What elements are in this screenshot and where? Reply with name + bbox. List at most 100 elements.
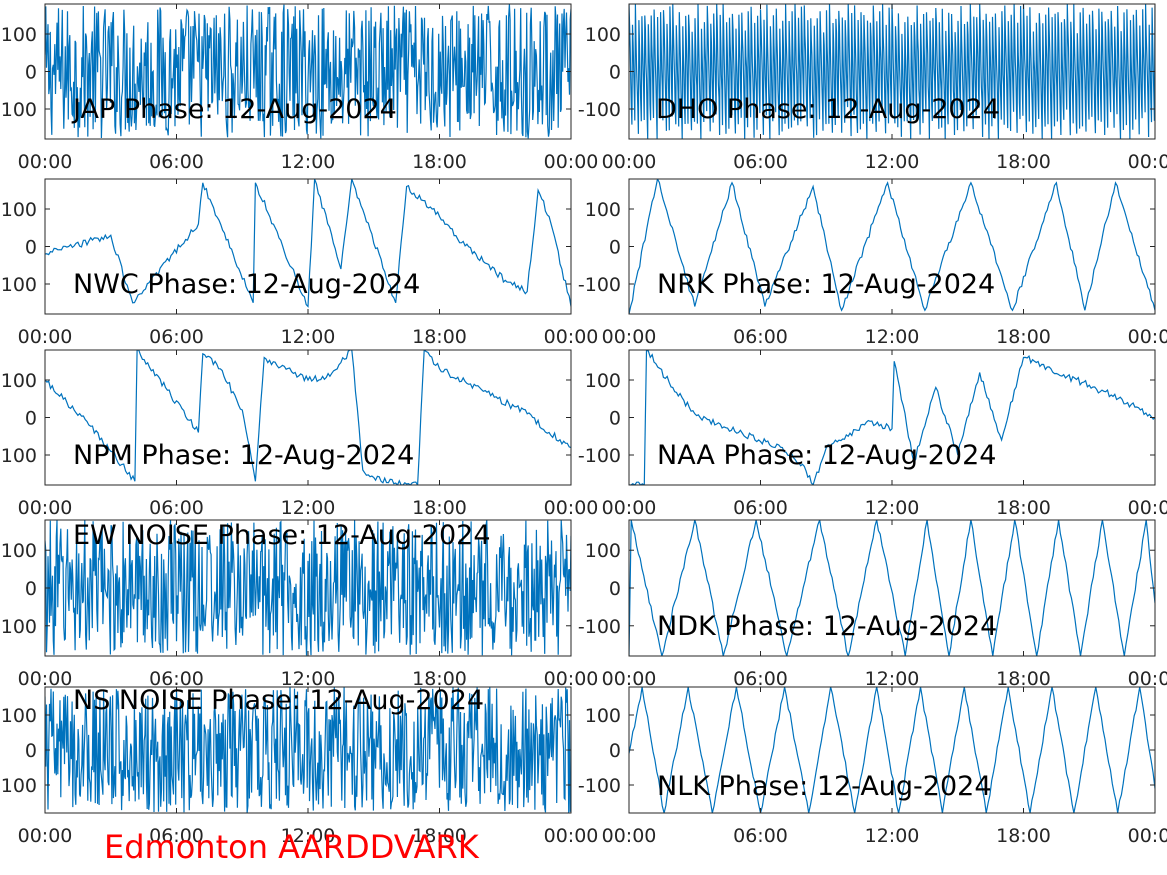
x-tick-label: 00:00 <box>18 151 73 173</box>
panel-title: NPM Phase: 12-Aug-2024 <box>73 440 414 471</box>
x-tick-label: 18:00 <box>412 151 467 173</box>
x-tick-label: 06:00 <box>733 151 788 173</box>
y-tick-label: -100 <box>578 616 621 638</box>
panel-title: NWC Phase: 12-Aug-2024 <box>73 269 420 300</box>
phase-trace <box>45 350 571 485</box>
panel-1: 100 0 -100 00:00 06:00 12:00 18:00 00:00 DHO Pha… <box>578 3 1167 173</box>
x-tick-label: 12:00 <box>281 151 336 173</box>
panel-4: 100 0 -100 00:00 06:00 12:00 18:00 00:00 NPM Pha… <box>0 349 599 519</box>
x-tick-label: 18:00 <box>412 668 467 690</box>
panel-8: 100 0 -100 00:00 06:00 12:00 18:00 00:00 NS NOIS… <box>0 685 598 847</box>
y-tick-label: 0 <box>609 62 621 84</box>
x-tick-label: 00:00 <box>602 825 657 847</box>
x-tick-label: 00:00 <box>1128 825 1167 847</box>
y-tick-label: 100 <box>585 540 621 562</box>
x-tick-label: 00:00 <box>544 825 599 847</box>
y-tick-label: -100 <box>0 274 37 296</box>
y-tick-label: 100 <box>1 199 37 221</box>
panel-title: DHO Phase: 12-Aug-2024 <box>656 94 1000 125</box>
panel-3: 100 0 -100 00:00 06:00 12:00 18:00 00:00 NRK Pha… <box>578 178 1167 348</box>
y-tick-label: -100 <box>578 775 621 797</box>
x-tick-label: 18:00 <box>412 326 467 348</box>
x-tick-label: 00:00 <box>602 151 657 173</box>
panel-5: 100 0 -100 00:00 06:00 12:00 18:00 00:00 NAA Pha… <box>578 349 1167 519</box>
x-tick-label: 06:00 <box>149 497 204 519</box>
y-tick-label: 0 <box>609 578 621 600</box>
y-tick-label: 100 <box>1 24 37 46</box>
panel-title: NRK Phase: 12-Aug-2024 <box>657 269 995 300</box>
station-label: Edmonton AARDDVARK <box>104 828 479 866</box>
y-tick-label: 100 <box>585 24 621 46</box>
x-tick-label: 00:00 <box>18 825 73 847</box>
x-tick-label: 18:00 <box>412 497 467 519</box>
x-tick-label: 18:00 <box>996 497 1051 519</box>
panel-6: 100 0 -100 00:00 06:00 12:00 18:00 00:00 EW NOIS… <box>0 519 599 690</box>
x-tick-label: 06:00 <box>733 825 788 847</box>
x-tick-label: 12:00 <box>865 497 920 519</box>
panel-title: NDK Phase: 12-Aug-2024 <box>657 611 997 642</box>
y-tick-label: 0 <box>609 237 621 259</box>
x-tick-label: 12:00 <box>865 326 920 348</box>
x-tick-label: 00:00 <box>602 497 657 519</box>
panel-title: NS NOISE Phase: 12-Aug-2024 <box>73 685 484 716</box>
x-tick-label: 06:00 <box>733 668 788 690</box>
x-tick-label: 00:00 <box>1128 326 1167 348</box>
phase-trace <box>45 179 571 308</box>
x-tick-label: 18:00 <box>996 668 1051 690</box>
y-tick-label: 0 <box>25 578 37 600</box>
y-tick-label: 100 <box>585 370 621 392</box>
x-tick-label: 06:00 <box>733 497 788 519</box>
phase-trace <box>629 350 1155 485</box>
phase-trace <box>45 520 571 656</box>
phase-trace <box>45 687 571 813</box>
x-tick-label: 00:00 <box>18 326 73 348</box>
phase-trace <box>629 687 1155 813</box>
y-tick-label: -100 <box>0 616 37 638</box>
y-tick-label: 0 <box>25 740 37 762</box>
x-tick-label: 06:00 <box>733 326 788 348</box>
phase-trace <box>45 4 571 139</box>
panel-7: 100 0 -100 00:00 06:00 12:00 18:00 00:00 NDK Pha… <box>578 519 1167 690</box>
y-tick-label: 0 <box>609 408 621 430</box>
x-tick-label: 12:00 <box>281 326 336 348</box>
x-tick-label: 18:00 <box>996 326 1051 348</box>
x-tick-label: 00:00 <box>544 497 599 519</box>
x-tick-label: 12:00 <box>865 668 920 690</box>
panel-title: JAP Phase: 12-Aug-2024 <box>71 94 397 125</box>
x-tick-label: 18:00 <box>412 825 467 847</box>
y-tick-label: 100 <box>1 705 37 727</box>
y-tick-label: 0 <box>25 408 37 430</box>
x-tick-label: 00:00 <box>544 668 599 690</box>
y-tick-label: 100 <box>585 705 621 727</box>
panel-0: 100 0 -100 00:00 06:00 12:00 18:00 00:00 JAP Pha… <box>0 3 599 173</box>
x-tick-label: 18:00 <box>996 825 1051 847</box>
y-tick-label: 0 <box>609 740 621 762</box>
y-tick-label: -100 <box>0 99 37 121</box>
y-tick-label: 100 <box>1 540 37 562</box>
y-tick-label: -100 <box>578 445 621 467</box>
x-tick-label: 00:00 <box>18 497 73 519</box>
x-tick-label: 12:00 <box>281 668 336 690</box>
x-tick-label: 00:00 <box>602 668 657 690</box>
y-tick-label: -100 <box>0 445 37 467</box>
x-tick-label: 00:00 <box>602 326 657 348</box>
panel-9: 100 0 -100 00:00 06:00 12:00 18:00 00:00 NLK Pha… <box>578 686 1167 847</box>
x-tick-label: 12:00 <box>281 497 336 519</box>
panel-title: EW NOISE Phase: 12-Aug-2024 <box>73 520 491 551</box>
x-tick-label: 00:00 <box>1128 668 1167 690</box>
x-tick-label: 18:00 <box>996 151 1051 173</box>
x-tick-label: 00:00 <box>18 668 73 690</box>
y-tick-label: -100 <box>578 274 621 296</box>
x-tick-label: 00:00 <box>544 326 599 348</box>
x-tick-label: 06:00 <box>149 326 204 348</box>
x-tick-label: 06:00 <box>149 668 204 690</box>
x-tick-label: 00:00 <box>544 151 599 173</box>
x-tick-label: 00:00 <box>1128 497 1167 519</box>
y-tick-label: -100 <box>578 99 621 121</box>
y-tick-label: 0 <box>25 237 37 259</box>
x-tick-label: 12:00 <box>865 151 920 173</box>
x-tick-label: 12:00 <box>865 825 920 847</box>
y-tick-label: 0 <box>25 62 37 84</box>
x-tick-label: 00:00 <box>1128 151 1167 173</box>
